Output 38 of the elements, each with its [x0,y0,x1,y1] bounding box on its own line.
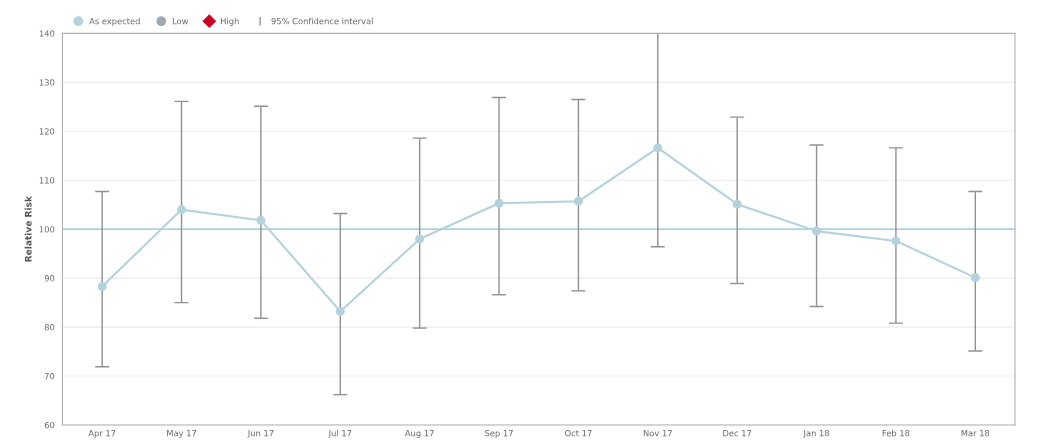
y-tick-label: 140 [39,30,55,37]
point [97,281,107,291]
x-tick-label: Nov 17 [643,430,672,437]
y-tick-label: 120 [39,128,55,135]
point [415,234,425,244]
point [970,273,980,283]
point [732,199,742,209]
point [494,198,504,208]
y-tick-label: 90 [44,275,55,282]
point [891,236,901,246]
y-tick-label: 100 [39,226,55,233]
point [812,226,822,236]
point [256,215,266,225]
point [573,196,583,206]
x-tick-label: Feb 18 [882,429,910,437]
x-tick-label: Oct 17 [565,429,592,437]
text: 95% Confidence interval [271,17,373,25]
x-tick-label: Dec 17 [723,430,752,437]
legend-label: Low [172,18,189,25]
x-tick-label: Apr 17 [88,430,116,438]
y-tick-label: 60 [44,421,55,429]
y-tick-label: 80 [44,324,55,331]
y-tick-label: 70 [44,373,55,380]
x-tick-label: Jan 18 [803,429,830,438]
y-axis-title: Relative Risk [24,195,32,262]
legend-label: As expected [89,17,140,26]
x-tick-label: Mar 18 [961,429,990,437]
y-tick-label: 110 [39,177,55,184]
point [335,306,345,316]
x-tick-label: May 17 [167,430,197,438]
legend-label: High [220,17,239,26]
x-tick-label: Jun 17 [247,430,274,438]
x-tick-label: Jul 17 [328,429,352,438]
point [177,205,187,215]
x-tick-label: Aug 17 [404,430,434,438]
point [653,143,663,153]
y-tick-label: 130 [39,79,55,86]
x-tick-label: Sep 17 [485,429,513,438]
